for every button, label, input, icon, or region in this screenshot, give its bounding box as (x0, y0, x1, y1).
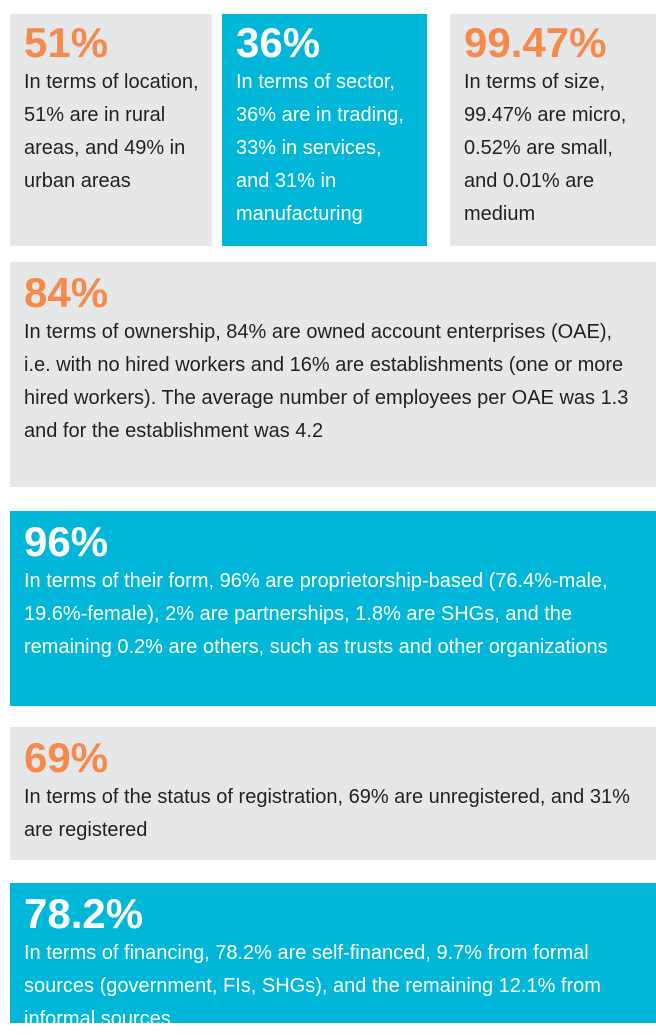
stat-value: 78.2% (24, 890, 144, 937)
stat-card: 99.47% In terms of size, 99.47% are micr… (450, 14, 656, 246)
stat-card: 51% In terms of location, 51% are in rur… (10, 14, 212, 246)
stat-text: In terms of their form, 96% are propriet… (24, 570, 608, 658)
stat-card: 78.2% In terms of financing, 78.2% are s… (10, 883, 656, 1023)
stat-text: In terms of sector, 36% are in trading, … (236, 71, 404, 225)
stat-value: 51% (24, 19, 109, 66)
stat-card: 36% In terms of sector, 36% are in tradi… (222, 14, 427, 246)
stat-text: In terms of location, 51% are in rural a… (24, 71, 199, 192)
stat-value: 96% (24, 518, 109, 565)
stat-card: 84% In terms of ownership, 84% are owned… (10, 262, 656, 487)
stat-text: In terms of ownership, 84% are owned acc… (24, 321, 629, 442)
stat-card: 96% In terms of their form, 96% are prop… (10, 511, 656, 706)
stat-card: 69% In terms of the status of registrati… (10, 727, 656, 860)
stat-value: 84% (24, 269, 109, 316)
stat-text: In terms of the status of registration, … (24, 786, 630, 841)
stat-value: 69% (24, 734, 109, 781)
stat-text: In terms of size, 99.47% are micro, 0.52… (464, 71, 627, 225)
stat-value: 36% (236, 19, 321, 66)
stat-value: 99.47% (464, 19, 607, 66)
stat-text: In terms of financing, 78.2% are self-fi… (24, 942, 601, 1023)
